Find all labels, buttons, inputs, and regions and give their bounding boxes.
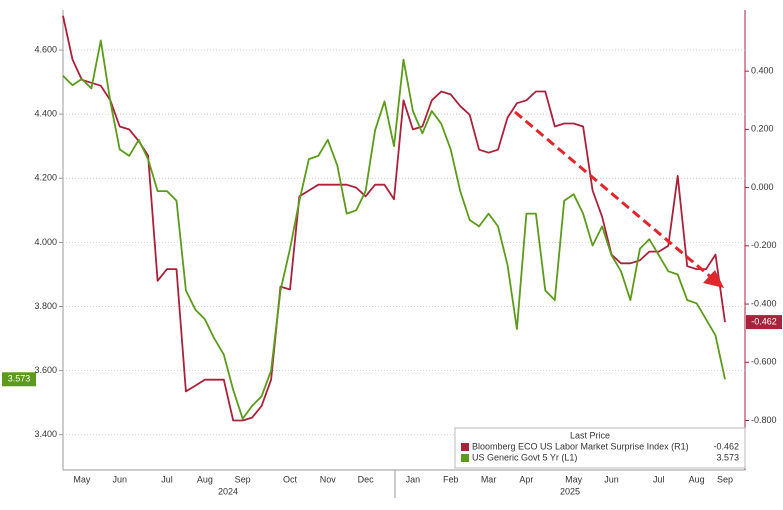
legend-value: 3.573 xyxy=(716,452,739,462)
x-tick-label: Jan xyxy=(406,474,421,484)
x-tick-label: Jul xyxy=(161,474,173,484)
last-price-tag-label: 3.573 xyxy=(8,374,31,384)
last-price-tag xyxy=(746,315,782,330)
x-tick-label: Sep xyxy=(235,474,251,484)
y-tick-label: 4.200 xyxy=(34,173,57,183)
y2-tick-label: 0.400 xyxy=(751,66,774,76)
x-tick-label: Jun xyxy=(112,474,127,484)
x-group-label: 2025 xyxy=(560,486,580,496)
y2-tick-label: 0.000 xyxy=(751,182,774,192)
x-tick-label: Mar xyxy=(481,474,497,484)
legend-value: -0.462 xyxy=(713,441,739,451)
y2-tick-label: -0.400 xyxy=(751,298,777,308)
legend-label: Bloomberg ECO US Labor Market Surprise I… xyxy=(472,441,689,451)
y2-tick-label: 0.200 xyxy=(751,124,774,134)
x-tick-label: Aug xyxy=(689,474,705,484)
x-tick-label: Jun xyxy=(604,474,619,484)
legend-label: US Generic Govt 5 Yr (L1) xyxy=(472,452,577,462)
legend-box xyxy=(454,427,746,469)
legend-swatch xyxy=(461,443,469,451)
y-tick-label: 4.000 xyxy=(34,237,57,247)
legend-title: Last Price xyxy=(570,430,610,440)
y2-tick-label: -0.200 xyxy=(751,240,777,250)
x-tick-label: Dec xyxy=(358,474,375,484)
y-tick-label: 4.600 xyxy=(34,44,57,54)
x-tick-label: May xyxy=(73,474,91,484)
x-tick-label: Nov xyxy=(320,474,337,484)
legend-swatch xyxy=(461,454,469,462)
series-line xyxy=(62,39,726,420)
x-tick-label: Sep xyxy=(717,474,733,484)
x-tick-label: Aug xyxy=(197,474,213,484)
x-tick-label: Oct xyxy=(283,474,298,484)
x-tick-label: Feb xyxy=(443,474,459,484)
plot-area xyxy=(62,15,745,436)
x-tick-label: Apr xyxy=(519,474,533,484)
y2-tick-label: -0.800 xyxy=(751,415,777,425)
legend: Last Price Bloomberg ECO US Labor Market… xyxy=(454,427,746,469)
y-tick-label: 3.600 xyxy=(34,365,57,375)
x-tick-label: May xyxy=(565,474,583,484)
arrow-head xyxy=(703,270,724,288)
y-tick-label: 3.400 xyxy=(34,429,57,439)
y-tick-label: 4.400 xyxy=(34,109,57,119)
trend-line xyxy=(514,110,713,280)
last-price-tag xyxy=(2,372,36,387)
series-line xyxy=(62,15,726,422)
y-tick-label: 3.800 xyxy=(34,301,57,311)
y2-tick-label: -0.600 xyxy=(751,357,777,367)
last-price-tag-label: -0.462 xyxy=(751,316,777,326)
x-tick-label: Jul xyxy=(653,474,665,484)
x-group-label: 2024 xyxy=(218,486,238,496)
trend-arrow xyxy=(514,110,724,288)
